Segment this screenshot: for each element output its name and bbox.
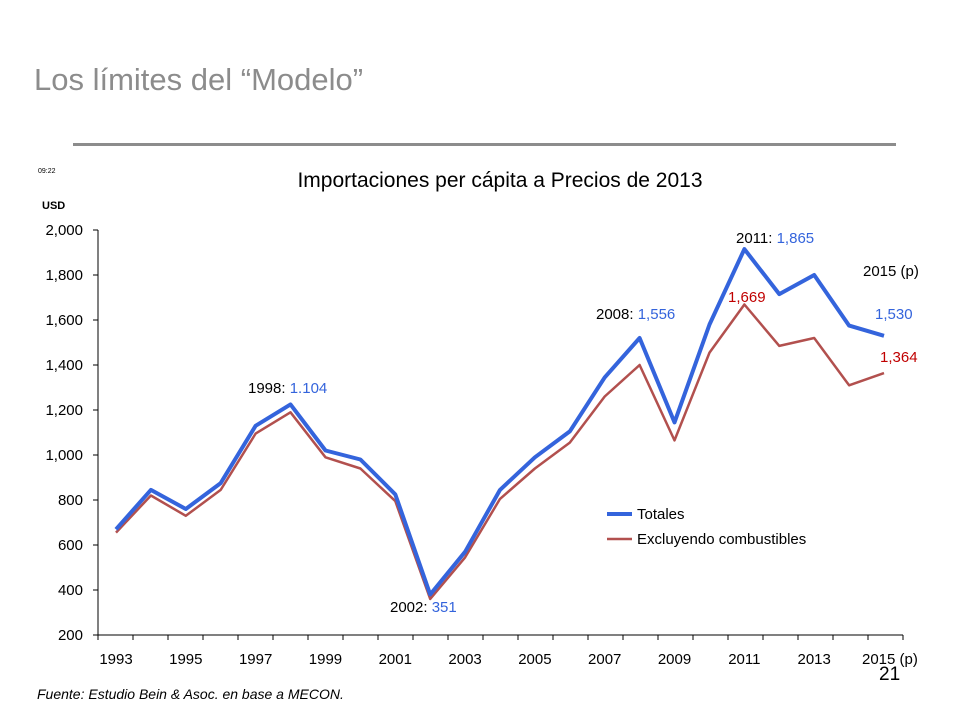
annotation-2008-value: 1,556 xyxy=(638,306,676,323)
title-divider xyxy=(73,143,896,146)
x-tick-label: 2011 xyxy=(728,651,760,668)
x-tick-label: 1997 xyxy=(239,651,272,668)
annotation-2011-excl-value: 1,669 xyxy=(728,289,766,306)
x-tick-label: 1999 xyxy=(309,651,342,668)
annotation-2008-prefix: 2008: xyxy=(596,306,638,323)
axes: 2,000 1,800 1,600 1,400 1,200 1,000 800 600 400 2… xyxy=(45,222,917,668)
x-tick-label: 2015 (p) xyxy=(862,651,918,668)
y-tick-label: 200 xyxy=(58,627,83,644)
y-tick-label: 1,000 xyxy=(45,447,83,464)
x-tick-label: 2005 xyxy=(518,651,551,668)
annotation-2011-value: 1,865 xyxy=(777,230,815,247)
x-tick-label: 2001 xyxy=(379,651,412,668)
chart-title: Importaciones per cápita a Precios de 20… xyxy=(297,169,702,192)
y-tick-label: 600 xyxy=(58,537,83,554)
annotation-2002: 2002: 351 xyxy=(390,599,457,616)
series-line-excluyendo xyxy=(115,303,885,601)
annotation-2011-prefix: 2011: xyxy=(736,230,777,247)
x-tick-label: 2007 xyxy=(588,651,621,668)
legend: Totales Excluyendo combustibles xyxy=(607,506,806,548)
annotation-1998: 1998: 1.104 xyxy=(248,380,327,397)
annotation-2015-heading: 2015 (p) xyxy=(863,263,919,280)
slide-title: Los límites del “Modelo” xyxy=(34,62,364,97)
y-tick-label: 800 xyxy=(58,492,83,509)
y-tick-label: 1,800 xyxy=(45,267,83,284)
page-number: 21 xyxy=(879,664,901,685)
y-tick-label: 2,000 xyxy=(45,222,83,239)
annotation-2008: 2008: 1,556 xyxy=(596,306,675,323)
annotation-2002-value: 351 xyxy=(432,599,457,616)
y-axis-label: USD xyxy=(42,200,65,212)
series-line-totales xyxy=(114,247,885,597)
y-tick-label: 1,400 xyxy=(45,357,83,374)
annotations: 1998: 1.104 2002: 351 2008: 1,556 2011: … xyxy=(248,230,919,616)
x-tick-label: 2009 xyxy=(658,651,691,668)
annotation-2011: 2011: 1,865 xyxy=(736,230,814,247)
source-note: Fuente: Estudio Bein & Asoc. en base a M… xyxy=(37,686,344,702)
x-tick-label: 2013 xyxy=(797,651,830,668)
legend-label-totales: Totales xyxy=(637,506,685,523)
x-tick-label: 2003 xyxy=(448,651,481,668)
y-tick-label: 1,600 xyxy=(45,312,83,329)
x-tick-label: 1995 xyxy=(169,651,202,668)
y-tick-label: 1,200 xyxy=(45,402,83,419)
annotation-1998-value: 1.104 xyxy=(290,380,328,397)
series-lines xyxy=(114,247,885,601)
annotation-1998-prefix: 1998: xyxy=(248,380,290,397)
annotation-2002-prefix: 2002: xyxy=(390,599,432,616)
annotation-2015-totales-value: 1,530 xyxy=(875,306,913,323)
legend-label-excluyendo: Excluyendo combustibles xyxy=(637,531,806,548)
corner-mark: 09:22 xyxy=(38,168,56,175)
annotation-2015-excl-value: 1,364 xyxy=(880,349,918,366)
x-tick-label: 1993 xyxy=(99,651,132,668)
y-tick-label: 400 xyxy=(58,582,83,599)
